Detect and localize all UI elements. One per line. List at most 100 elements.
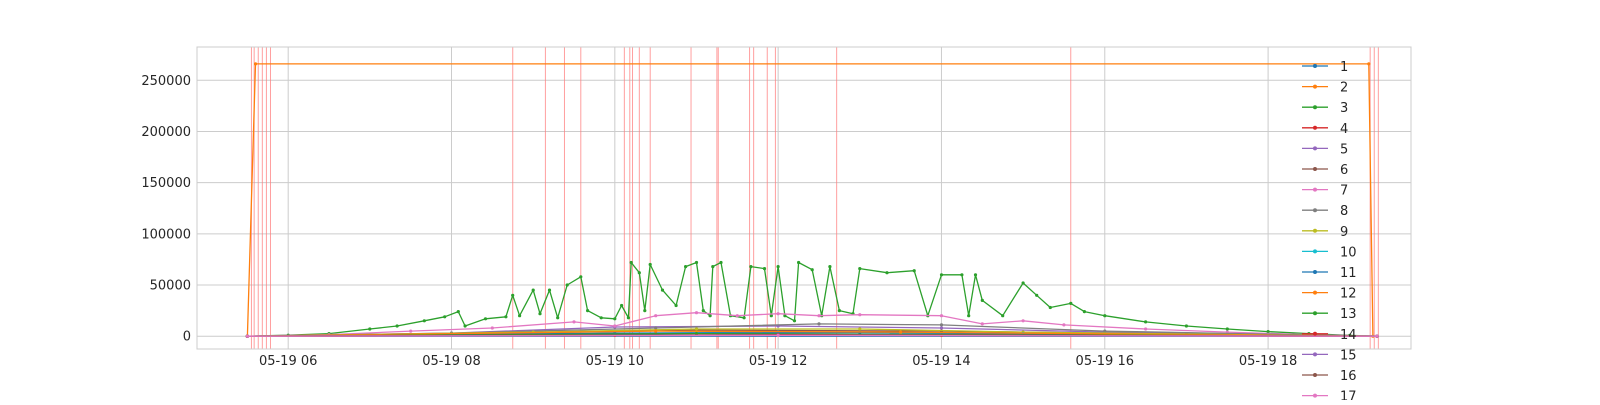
data-point [245,334,249,338]
data-point [817,322,821,326]
legend-marker [1313,187,1317,192]
data-point [599,316,603,320]
data-point [701,309,705,313]
data-point [1103,314,1107,318]
data-point [518,314,522,318]
data-point [586,309,590,313]
legend-entry: 1 [1302,60,1348,75]
data-point [648,262,652,267]
data-point [762,267,767,271]
data-point [490,326,494,330]
legend-label: 4 [1340,122,1348,137]
x-tick-label: 05-19 10 [586,354,644,369]
legend-label: 9 [1340,225,1348,240]
data-point [613,324,617,328]
legend-entry: 14 [1302,328,1357,343]
data-point [572,320,576,324]
legend-label: 3 [1340,101,1348,116]
legend-label: 12 [1340,287,1357,302]
legend-marker [1313,270,1317,274]
data-point [1184,324,1188,328]
legend-label: 2 [1340,81,1348,96]
data-point [742,316,746,320]
legend-label: 16 [1340,369,1357,384]
data-point [858,267,862,271]
legend-marker [1313,208,1317,213]
legend-marker [1313,331,1317,336]
x-tick-label: 05-19 08 [422,354,480,369]
y-tick-label: 150000 [141,176,191,191]
data-point [531,288,535,292]
x-tick-label: 05-19 06 [259,354,317,369]
data-point [769,314,773,318]
data-point [939,326,944,330]
data-point [643,309,647,313]
data-point [1144,327,1148,331]
legend-label: 10 [1340,245,1357,260]
data-point [626,316,631,320]
data-point [711,265,715,269]
data-point [735,314,739,318]
data-point [797,260,801,265]
legend-entry: 10 [1302,245,1357,260]
data-point [1035,293,1039,297]
data-point [1103,329,1107,333]
data-point [817,314,821,318]
data-point [858,313,862,317]
legend-entry: 15 [1302,348,1357,363]
legend-entry: 6 [1302,163,1348,178]
legend-entry: 11 [1302,266,1357,281]
data-point [973,273,978,277]
data-point [939,273,944,277]
legend-entry: 4 [1302,122,1348,137]
data-point [409,329,413,333]
data-point [1021,281,1025,285]
data-point [694,327,699,331]
legend-entry: 16 [1302,369,1357,384]
data-point [749,265,753,269]
y-tick-label: 250000 [141,74,191,89]
series-2 [245,62,1375,338]
data-point [620,303,624,308]
data-point [547,288,552,292]
data-point [810,268,814,272]
series-line [247,312,1378,337]
data-point [776,265,780,269]
legend-entry: 13 [1302,307,1357,322]
y-axis: 0 50000 100000 150000 200000 250000 [141,74,191,345]
legend-entry: 7 [1302,184,1348,199]
legend-label: 8 [1340,204,1348,219]
data-point [1144,320,1148,324]
data-point [660,288,665,292]
data-point [719,260,723,265]
legend-marker [1313,352,1317,357]
legend-label: 11 [1340,266,1357,281]
data-point [1021,319,1025,323]
data-point [253,62,258,66]
y-tick-label: 200000 [141,125,191,140]
data-point [939,323,944,327]
data-point [422,319,426,323]
event-lines [250,47,1379,349]
data-point [654,329,658,333]
legend-marker [1313,84,1317,89]
data-point [783,314,787,318]
series-line [247,334,1378,337]
data-point [613,317,617,321]
data-point [1082,310,1086,314]
legend-entry: 9 [1302,225,1348,240]
data-point [885,271,889,275]
legend-entry: 5 [1302,142,1348,157]
legend-marker [1313,373,1317,377]
series-line [247,330,1378,337]
data-point [939,314,944,318]
legend-marker [1313,228,1317,233]
data-point [1048,305,1052,310]
legend-entry: 8 [1302,204,1348,219]
data-point [912,269,916,273]
data-point [899,330,903,334]
data-point [565,283,569,287]
legend-entry: 2 [1302,81,1348,96]
x-tick-label: 05-19 16 [1076,354,1134,369]
